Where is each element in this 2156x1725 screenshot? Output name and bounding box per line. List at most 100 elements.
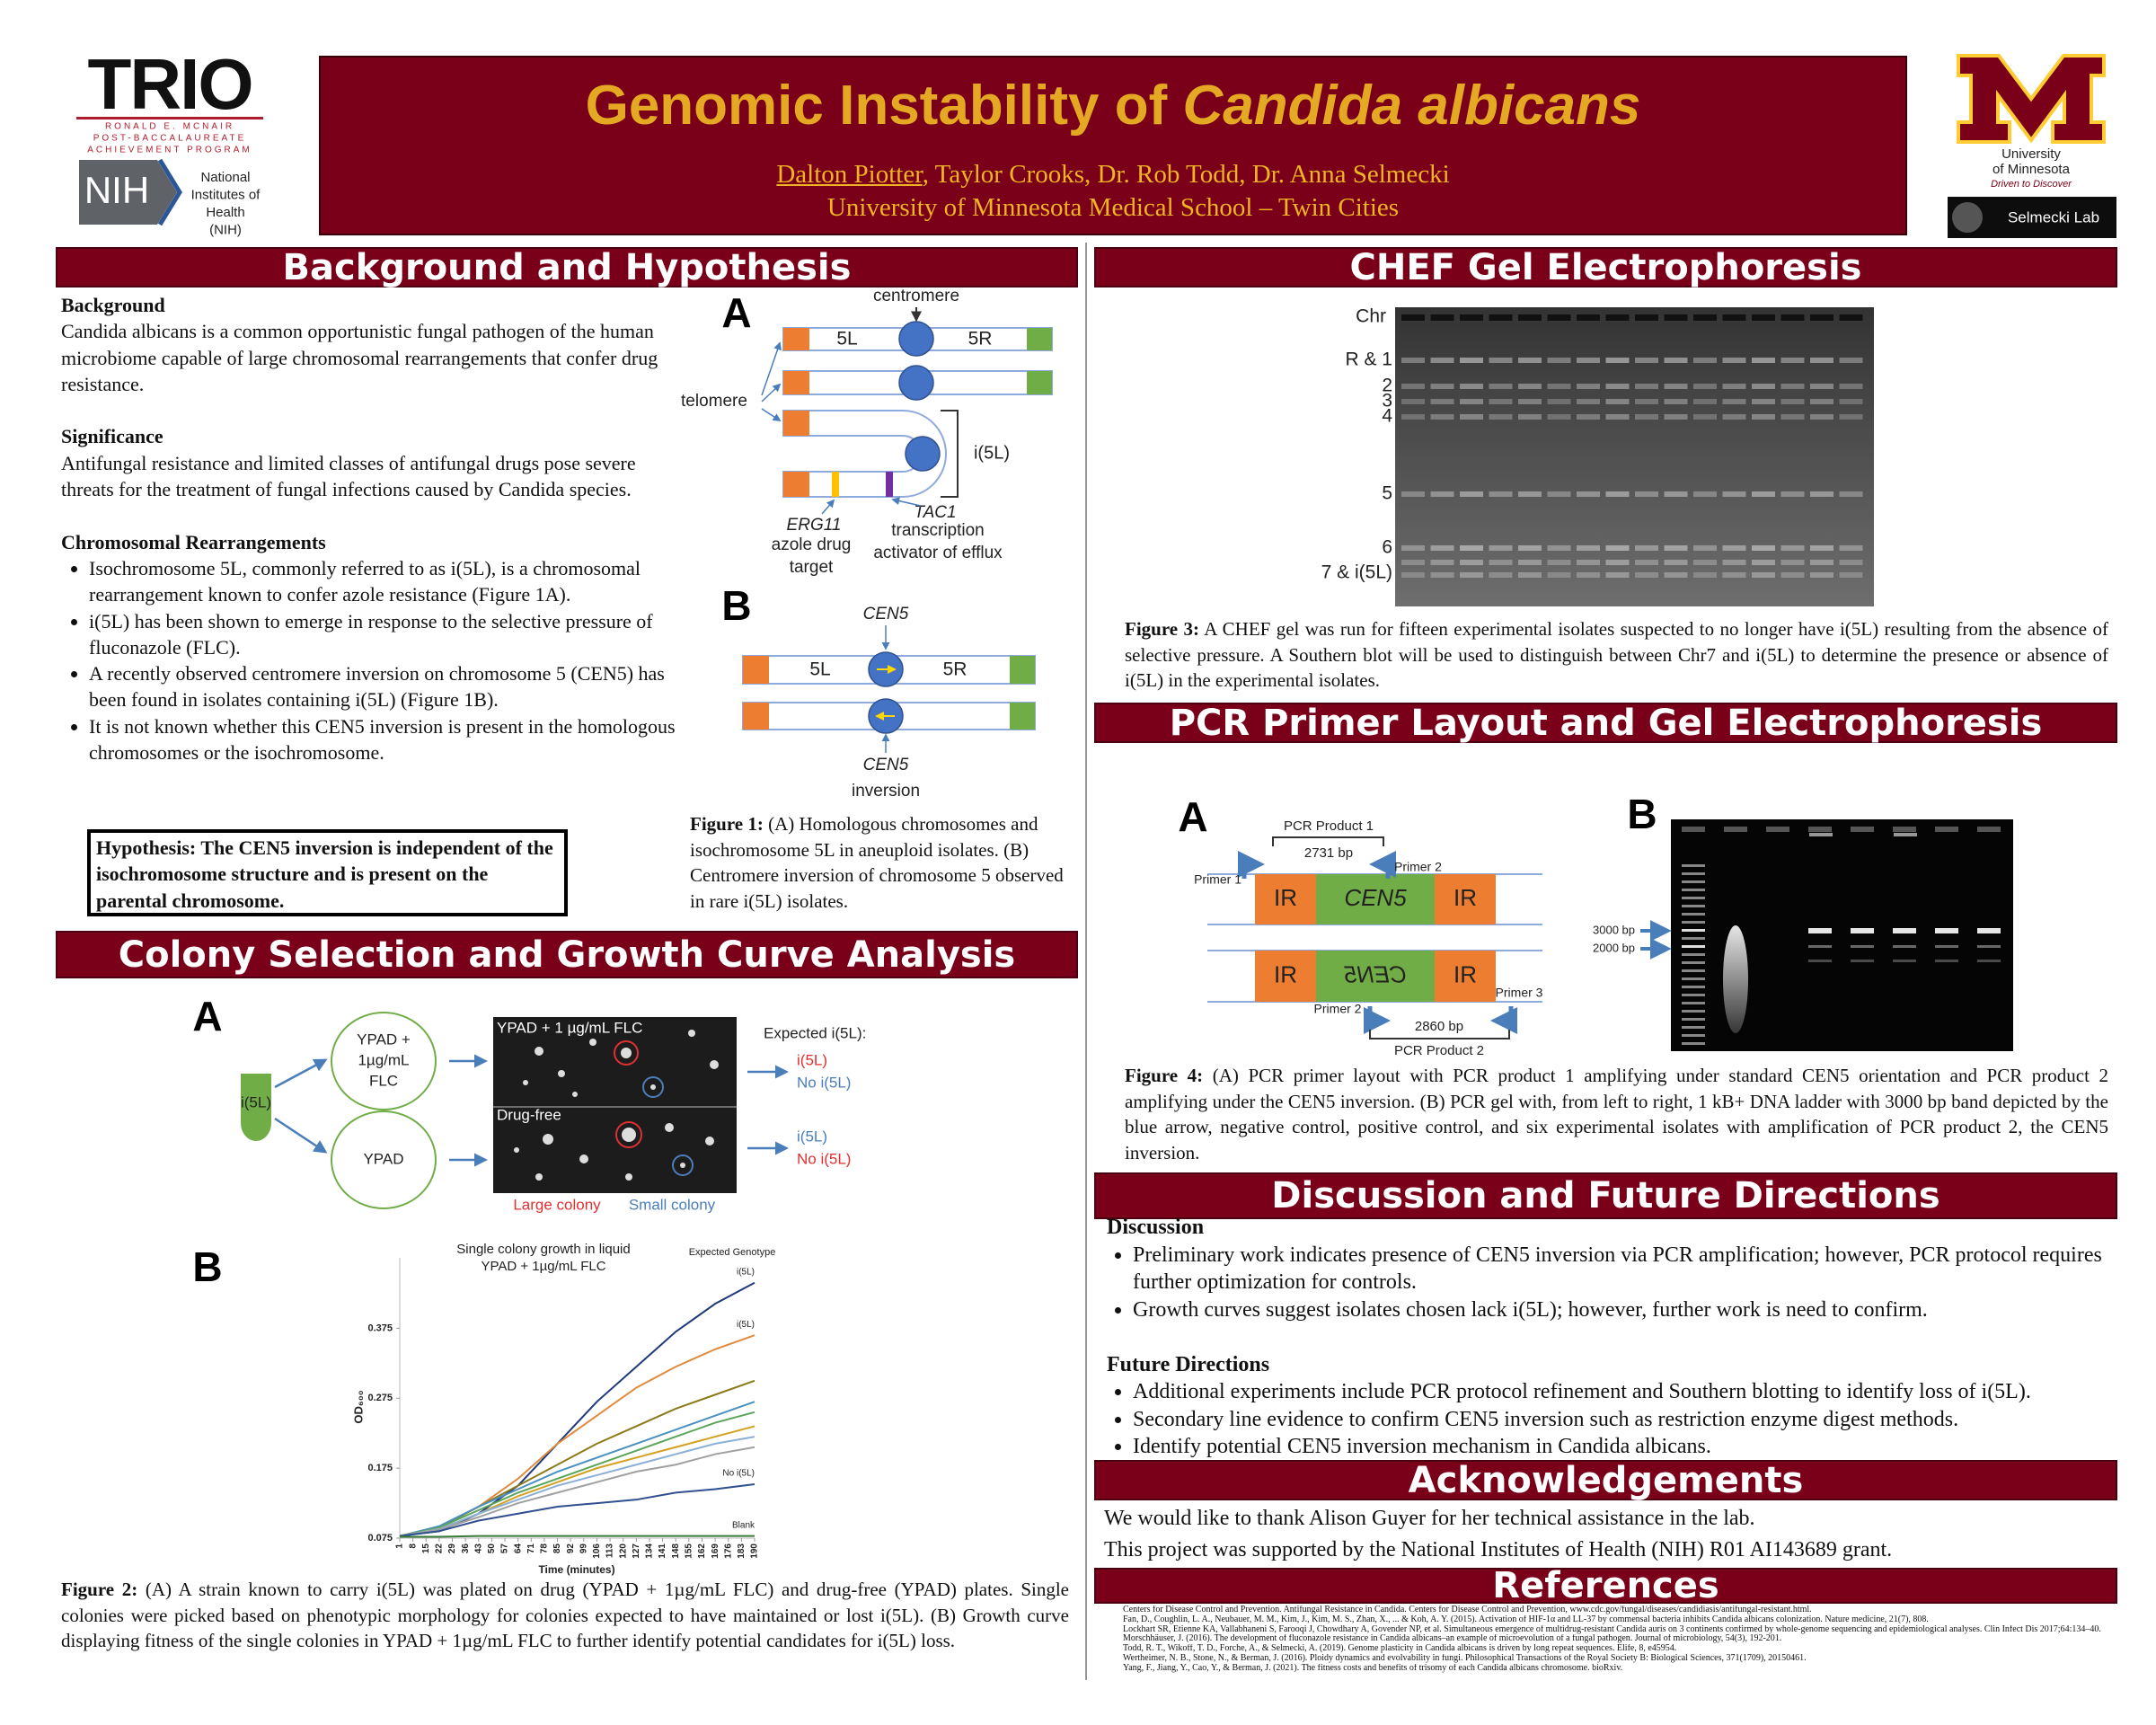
lab-emblem — [1952, 202, 1983, 233]
series-line — [399, 1281, 755, 1537]
label: telomere — [681, 392, 747, 411]
gel-band — [1839, 384, 1863, 389]
colony — [621, 1048, 632, 1058]
gel-band — [1780, 491, 1805, 497]
x-tick-label: 64 — [513, 1544, 523, 1554]
arrow — [761, 408, 782, 421]
gel-band — [1752, 384, 1775, 389]
arrow — [891, 497, 922, 507]
series-line — [400, 1535, 755, 1538]
gel-well — [1752, 314, 1775, 321]
gel-band — [1430, 414, 1454, 420]
gel-band — [1489, 560, 1513, 565]
panel-label: A — [721, 289, 751, 336]
gel-band — [1935, 960, 1958, 962]
gel-band — [1577, 572, 1600, 578]
bullet: A recently observed centromere inversion… — [89, 660, 690, 713]
gel-band — [1518, 384, 1542, 389]
region-label: CEN5 — [1344, 884, 1407, 911]
label: 2000 bp — [1593, 941, 1635, 954]
gel-well — [1682, 827, 1705, 832]
logo-text: Selmecki Lab — [2008, 208, 2099, 226]
gel-band — [1722, 384, 1746, 389]
gel-band — [1577, 560, 1600, 565]
label: 5R — [968, 329, 993, 349]
label: i(5L) — [797, 1128, 827, 1145]
gel-well — [1780, 314, 1805, 321]
label: YPAD + 1 µg/mL FLC — [497, 1019, 642, 1036]
gel-band — [1810, 384, 1833, 389]
x-tick-label: 120 — [618, 1544, 628, 1559]
series-line — [399, 1436, 755, 1537]
caption-label: Figure 3: — [1125, 618, 1199, 640]
gel-well — [1430, 314, 1454, 321]
gel-band — [1489, 414, 1513, 420]
reference: Fan, D., Coughlin, L. A., Neubauer, M. M… — [1123, 1615, 2111, 1625]
gel-band — [1752, 545, 1775, 551]
ladder-band — [1682, 905, 1705, 907]
umn-logo — [1957, 54, 2106, 144]
dna-region — [1255, 874, 1316, 924]
gel-band — [1401, 491, 1425, 497]
acknowledgements-text: We would like to thank Alison Guyer for … — [1104, 1503, 2110, 1566]
gel-well — [1935, 827, 1958, 832]
gel-band — [1401, 414, 1425, 420]
colony — [688, 1030, 695, 1037]
header-banner — [319, 56, 1907, 235]
label: 5L — [836, 329, 857, 349]
label: TAC1 — [914, 503, 956, 522]
ladder-band — [1682, 921, 1705, 924]
ladder-band — [1682, 986, 1705, 988]
gel-band — [1808, 945, 1832, 948]
panel-label: A — [192, 993, 222, 1039]
colony — [665, 1123, 674, 1132]
highlight — [614, 1040, 639, 1066]
logo-subtext: Driven to Discover — [1991, 179, 2072, 190]
gel-band — [1839, 545, 1863, 551]
gel-band — [1401, 560, 1425, 565]
logo-subtext: of Minnesota — [1993, 162, 2071, 177]
gel-band — [1489, 384, 1513, 389]
reference: Lockhart SR, Etienne KA, Vallabhaneni S,… — [1123, 1625, 2111, 1635]
label: Single colony growth in liquid — [456, 1242, 630, 1257]
gel-band — [1752, 414, 1775, 420]
label: PCR Product 1 — [1284, 818, 1374, 834]
colony — [543, 1134, 553, 1145]
label: Large colony — [513, 1196, 601, 1213]
gel-band — [1635, 384, 1658, 389]
bullet: Identify potential CEN5 inversion mechan… — [1133, 1433, 2108, 1461]
logo-subtext: ACHIEVEMENT PROGRAM — [87, 146, 252, 155]
gel-band — [1401, 384, 1425, 389]
x-tick-label: 162 — [697, 1544, 707, 1559]
colony — [579, 1154, 588, 1163]
gel-band — [1752, 560, 1775, 565]
centromere — [898, 321, 934, 357]
gel-band — [1664, 414, 1688, 420]
section-heading: PCR Primer Layout and Gel Electrophoresi… — [1094, 703, 2117, 744]
y-tick-label: 0.275 — [367, 1393, 393, 1403]
gel-smear — [1723, 925, 1748, 1033]
label: No i(5L) — [797, 1150, 851, 1167]
gel-image — [1395, 307, 1874, 606]
gel-band — [1460, 384, 1483, 389]
bullet-list: Isochromosome 5L, commonly referred to a… — [61, 555, 690, 765]
gel-band — [1577, 545, 1600, 551]
title-text: Genomic Instability of — [585, 75, 1183, 137]
gel-band — [1839, 572, 1863, 578]
highlight — [642, 1076, 664, 1098]
x-tick-label: 43 — [473, 1544, 483, 1554]
primer-arrow — [1238, 851, 1265, 879]
gel-band — [1935, 928, 1958, 933]
y-tick-label: 0.175 — [367, 1463, 393, 1473]
telomere — [1027, 371, 1052, 394]
bracket — [941, 410, 959, 498]
gel-band — [1635, 545, 1658, 551]
x-tick-label: 92 — [566, 1544, 576, 1554]
presenting-author: Dalton Piotter — [776, 160, 923, 189]
ladder-band — [1682, 961, 1705, 964]
reference: Centers for Disease Control and Preventi… — [1123, 1606, 2111, 1615]
reference: Wertheimer, N. B., Stone, N., & Berman, … — [1123, 1654, 2111, 1664]
bullet: Preliminary work indicates presence of C… — [1133, 1242, 2108, 1296]
